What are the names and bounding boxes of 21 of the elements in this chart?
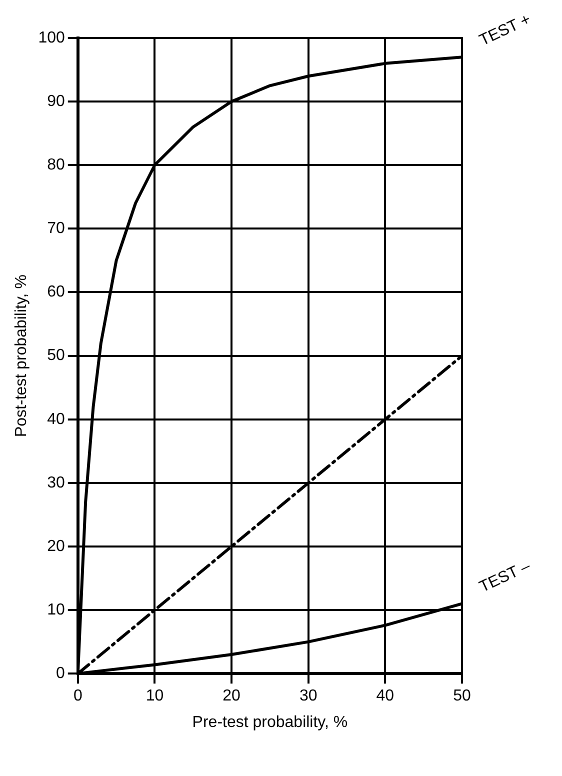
x-tick-label: 10 — [146, 688, 164, 705]
y-tick-label: 90 — [47, 92, 65, 110]
y-tick-label: 20 — [47, 538, 65, 555]
y-tick-label: 80 — [47, 156, 65, 174]
y-tick-label: 40 — [47, 410, 65, 428]
y-tick-label: 50 — [47, 347, 65, 364]
x-tick-label: 0 — [73, 688, 82, 705]
y-tick-label: 0 — [56, 665, 65, 682]
x-tick-label: 30 — [299, 688, 318, 705]
text: TEST + — [476, 11, 534, 50]
x-tick-label: 40 — [376, 688, 394, 705]
y-tick-label: 100 — [38, 29, 65, 46]
x-tick-label: 50 — [453, 688, 471, 705]
x-axis-title: Pre-test probability, % — [192, 714, 348, 731]
text: TEST – — [476, 558, 534, 596]
y-axis-title: Post-test probability, % — [13, 274, 30, 438]
y-tick-label: 30 — [47, 474, 65, 492]
x-tick-label: 20 — [222, 688, 241, 705]
y-tick-label: 10 — [47, 601, 65, 618]
y-tick-label: 60 — [47, 284, 65, 301]
y-tick-label: 70 — [47, 220, 65, 238]
